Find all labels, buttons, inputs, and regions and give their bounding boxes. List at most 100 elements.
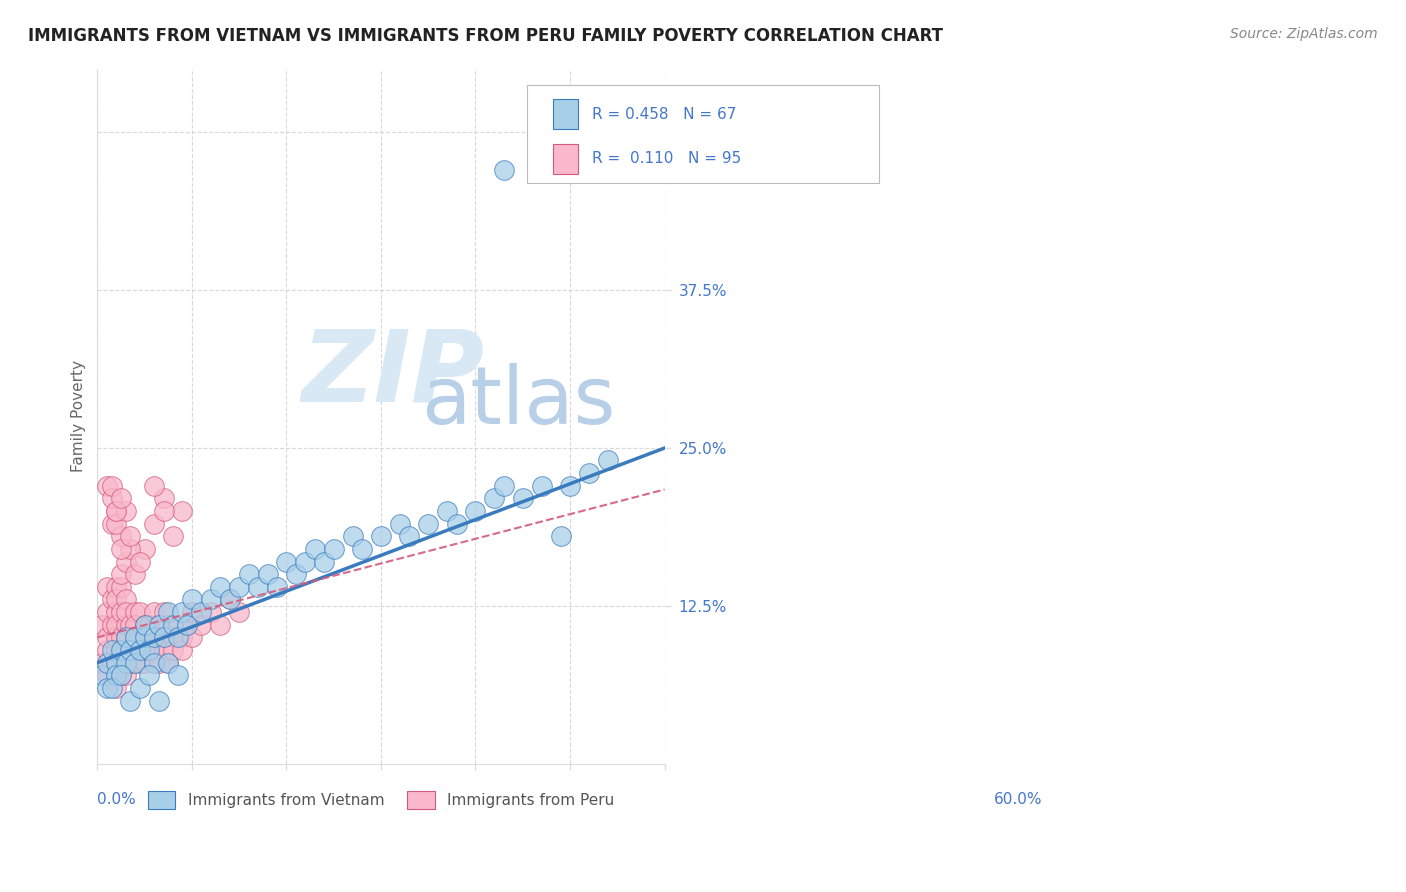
Point [124, 631, 146, 645]
Point [100, 681, 122, 695]
Point [105, 617, 128, 632]
Point [110, 643, 132, 657]
Point [114, 656, 136, 670]
Point [134, 541, 156, 556]
Point [114, 631, 136, 645]
Point [228, 580, 250, 594]
Point [120, 617, 142, 632]
Point [238, 567, 260, 582]
Point [105, 656, 128, 670]
Point [100, 643, 122, 657]
Point [143, 656, 166, 670]
Point [162, 617, 184, 632]
Text: IMMIGRANTS FROM VIETNAM VS IMMIGRANTS FROM PERU FAMILY POVERTY CORRELATION CHART: IMMIGRANTS FROM VIETNAM VS IMMIGRANTS FR… [28, 27, 943, 45]
Point [558, 479, 581, 493]
Point [172, 605, 194, 619]
Point [134, 617, 156, 632]
Point [128, 656, 150, 670]
Point [110, 580, 132, 594]
Point [110, 529, 132, 543]
Point [200, 592, 222, 607]
Point [166, 668, 188, 682]
Point [436, 504, 458, 518]
Point [105, 516, 128, 531]
Point [134, 631, 156, 645]
Point [138, 617, 160, 632]
Point [124, 617, 146, 632]
Point [128, 631, 150, 645]
Point [128, 555, 150, 569]
Text: ZIP: ZIP [301, 326, 485, 423]
Point [550, 529, 572, 543]
Text: 60.0%: 60.0% [994, 791, 1043, 806]
Point [143, 631, 166, 645]
Point [138, 643, 160, 657]
Point [105, 504, 128, 518]
Point [314, 555, 336, 569]
Point [124, 567, 146, 582]
Point [162, 529, 184, 543]
Point [492, 162, 515, 177]
Point [96, 681, 118, 695]
Point [138, 668, 160, 682]
Point [492, 479, 515, 493]
Point [152, 643, 174, 657]
Point [162, 631, 184, 645]
Point [105, 668, 128, 682]
Point [166, 631, 188, 645]
Point [256, 567, 278, 582]
Point [105, 668, 128, 682]
Point [143, 479, 166, 493]
Point [110, 668, 132, 682]
Point [276, 555, 298, 569]
Text: R =  0.110   N = 95: R = 0.110 N = 95 [592, 152, 741, 166]
Point [218, 592, 240, 607]
Point [209, 580, 232, 594]
Point [209, 617, 232, 632]
Point [172, 643, 194, 657]
Point [352, 541, 374, 556]
Point [110, 541, 132, 556]
Point [512, 491, 534, 506]
Point [105, 592, 128, 607]
Point [120, 529, 142, 543]
Point [128, 605, 150, 619]
Point [100, 516, 122, 531]
Point [247, 580, 270, 594]
Point [418, 516, 440, 531]
Point [100, 592, 122, 607]
Point [190, 605, 212, 619]
Point [110, 643, 132, 657]
Point [180, 592, 202, 607]
Point [152, 631, 174, 645]
Point [110, 668, 132, 682]
Point [96, 668, 118, 682]
Point [96, 656, 118, 670]
Point [128, 643, 150, 657]
Point [218, 592, 240, 607]
Point [114, 656, 136, 670]
Point [143, 631, 166, 645]
Point [134, 617, 156, 632]
Point [124, 656, 146, 670]
Point [266, 580, 288, 594]
Point [110, 491, 132, 506]
Point [464, 504, 486, 518]
Point [176, 617, 198, 632]
Point [284, 567, 307, 582]
Point [172, 504, 194, 518]
Point [128, 681, 150, 695]
Point [120, 656, 142, 670]
Point [124, 631, 146, 645]
Point [105, 580, 128, 594]
Point [148, 617, 170, 632]
Point [148, 617, 170, 632]
Point [105, 605, 128, 619]
Point [148, 656, 170, 670]
Point [578, 466, 600, 480]
Point [166, 617, 188, 632]
Point [134, 631, 156, 645]
Point [114, 605, 136, 619]
Point [157, 656, 180, 670]
Point [110, 605, 132, 619]
